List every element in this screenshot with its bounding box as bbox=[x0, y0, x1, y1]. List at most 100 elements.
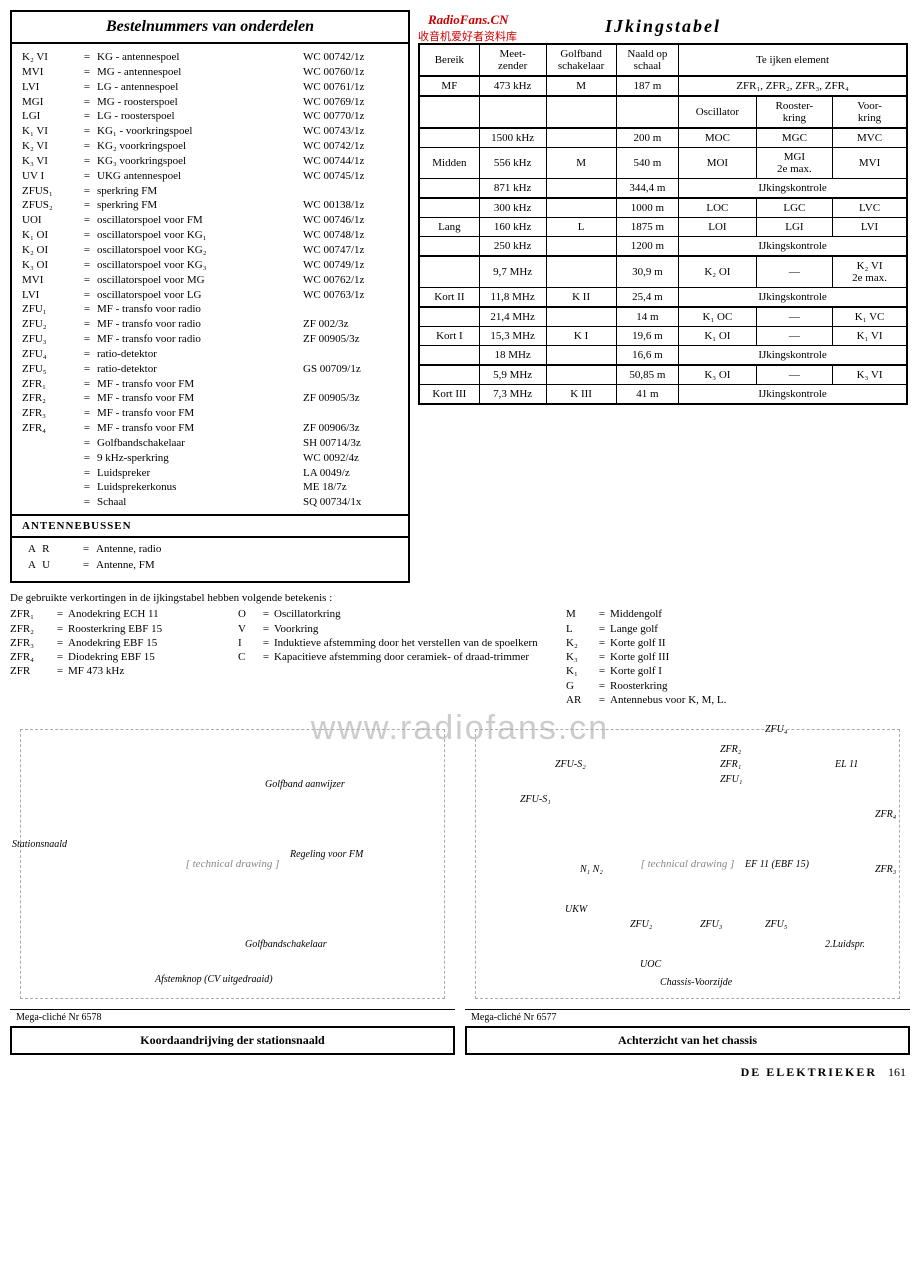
cell: 9,7 MHz bbox=[479, 256, 546, 288]
part-symbol: K₃ VI bbox=[22, 154, 77, 169]
abbrev-val: Antennebus voor K, M, L. bbox=[610, 693, 726, 707]
antenne-symbol: A R bbox=[28, 542, 76, 557]
cell bbox=[546, 307, 616, 327]
parts-row: =SchaalSQ 00734/1x bbox=[22, 495, 398, 510]
equals: = bbox=[77, 480, 97, 495]
parts-row: LGI=LG - roosterspoelWC 00770/1z bbox=[22, 109, 398, 124]
cell bbox=[546, 179, 616, 199]
equals: = bbox=[52, 636, 68, 650]
parts-row: K₂ VI=KG₂ voorkringspoelWC 00742/1z bbox=[22, 139, 398, 154]
equals: = bbox=[77, 406, 97, 421]
cell: IJkingskontrole bbox=[679, 179, 907, 199]
abbrev-row: I=Induktieve afstemming door het verstel… bbox=[238, 636, 548, 650]
part-symbol: K₁ VI bbox=[22, 124, 77, 139]
parts-row: ZFR₃=MF - transfo voor FM bbox=[22, 406, 398, 421]
diagram-left: [ technical drawing ] StationsnaaldGolfb… bbox=[10, 719, 455, 1055]
equals: = bbox=[52, 607, 68, 621]
cell: Kort I bbox=[419, 327, 479, 346]
cell: K₁ VC bbox=[833, 307, 907, 327]
part-symbol: ZFU₅ bbox=[22, 362, 77, 377]
equals: = bbox=[77, 228, 97, 243]
diag-left-note: Mega-cliché Nr 6578 bbox=[10, 1010, 455, 1026]
cell bbox=[419, 237, 479, 257]
cell: 160 kHz bbox=[479, 218, 546, 237]
part-symbol: UV I bbox=[22, 169, 77, 184]
abbrev-row: C=Kapacitieve afstemming door ceramiek- … bbox=[238, 650, 548, 664]
part-number: ZF 00905/3z bbox=[303, 332, 398, 347]
diagram-label: 2.Luidspr. bbox=[825, 939, 865, 950]
equals: = bbox=[77, 317, 97, 332]
abbrev-key: O bbox=[238, 607, 258, 621]
part-number: SH 00714/3z bbox=[303, 436, 398, 451]
part-number: ZF 00905/3z bbox=[303, 391, 398, 406]
equals: = bbox=[77, 80, 97, 95]
part-number: ZF 00906/3z bbox=[303, 421, 398, 436]
diagram-label: Afstemknop (CV uitgedraaid) bbox=[155, 974, 273, 985]
part-desc: oscillatorspoel voor KG₁ bbox=[97, 228, 303, 243]
cell: 30,9 m bbox=[616, 256, 678, 288]
abbrev-row: O=Oscillatorkring bbox=[238, 607, 548, 621]
footer-mag: DE ELEKTRIEKER bbox=[741, 1065, 877, 1079]
part-number: ZF 002/3z bbox=[303, 317, 398, 332]
parts-row: LVI=LG - antennespoelWC 00761/1z bbox=[22, 80, 398, 95]
equals: = bbox=[77, 391, 97, 406]
equals: = bbox=[77, 213, 97, 228]
parts-row: UV I=UKG antennespoelWC 00745/1z bbox=[22, 169, 398, 184]
cell: 250 kHz bbox=[479, 237, 546, 257]
diag-right-caption: Achterzicht van het chassis bbox=[465, 1026, 910, 1055]
cell: K₂ VI2e max. bbox=[833, 256, 907, 288]
cell: — bbox=[756, 365, 832, 385]
part-symbol: LVI bbox=[22, 80, 77, 95]
cell: — bbox=[756, 327, 832, 346]
part-symbol: ZFU₂ bbox=[22, 317, 77, 332]
equals: = bbox=[258, 607, 274, 621]
equals: = bbox=[77, 258, 97, 273]
equals: = bbox=[77, 109, 97, 124]
cell: ZFR₁, ZFR₂, ZFR₃, ZFR₄ bbox=[679, 76, 907, 96]
cell: K III bbox=[546, 385, 616, 405]
diagram-label: Regeling voor FM bbox=[290, 849, 363, 860]
parts-row: =LuidsprekerLA 0049/z bbox=[22, 466, 398, 481]
part-symbol: ZFU₃ bbox=[22, 332, 77, 347]
parts-box: Bestelnummers van onderdelen K₂ VI=KG - … bbox=[10, 10, 410, 583]
cell: 15,3 MHz bbox=[479, 327, 546, 346]
abbrev-key: K₂ bbox=[566, 636, 594, 650]
part-number: WC 00747/1z bbox=[303, 243, 398, 258]
cell: LGI bbox=[756, 218, 832, 237]
part-number bbox=[303, 184, 398, 199]
part-desc: MF - transfo voor radio bbox=[97, 332, 303, 347]
cell: IJkingskontrole bbox=[679, 346, 907, 366]
page-footer: DE ELEKTRIEKER 161 bbox=[10, 1065, 910, 1080]
equals: = bbox=[77, 436, 97, 451]
diag-left-caption: Koordaandrijving der stationsnaald bbox=[10, 1026, 455, 1055]
abbrev-key: AR bbox=[566, 693, 594, 707]
equals: = bbox=[52, 650, 68, 664]
cell bbox=[546, 237, 616, 257]
abbrev-key: ZFR bbox=[10, 664, 52, 678]
diagram-label: ZFR₄ bbox=[875, 809, 896, 820]
cell bbox=[419, 96, 479, 128]
cell: IJkingskontrole bbox=[679, 288, 907, 308]
part-symbol bbox=[22, 436, 77, 451]
equals: = bbox=[77, 65, 97, 80]
cell: 14 m bbox=[616, 307, 678, 327]
parts-row: ZFUS₁=sperkring FM bbox=[22, 184, 398, 199]
abbrev-key: K₃ bbox=[566, 650, 594, 664]
cell: 540 m bbox=[616, 148, 678, 179]
part-desc: KG - antennespoel bbox=[97, 50, 303, 65]
cell: LOI bbox=[679, 218, 757, 237]
equals: = bbox=[52, 622, 68, 636]
cell: K₁ VI bbox=[833, 327, 907, 346]
part-symbol: ZFU₁ bbox=[22, 302, 77, 317]
part-number: LA 0049/z bbox=[303, 466, 398, 481]
abbrev-key: ZFR₁ bbox=[10, 607, 52, 621]
equals: = bbox=[77, 466, 97, 481]
equals: = bbox=[77, 243, 97, 258]
part-symbol: ZFR₃ bbox=[22, 406, 77, 421]
abbrev-val: Lange golf bbox=[610, 622, 658, 636]
cell: LGC bbox=[756, 198, 832, 218]
antenne-row: A R=Antenne, radio bbox=[28, 542, 398, 557]
abbrev-key: M bbox=[566, 607, 594, 621]
part-number: WC 00763/1z bbox=[303, 288, 398, 303]
cell: K₁ OI bbox=[679, 327, 757, 346]
